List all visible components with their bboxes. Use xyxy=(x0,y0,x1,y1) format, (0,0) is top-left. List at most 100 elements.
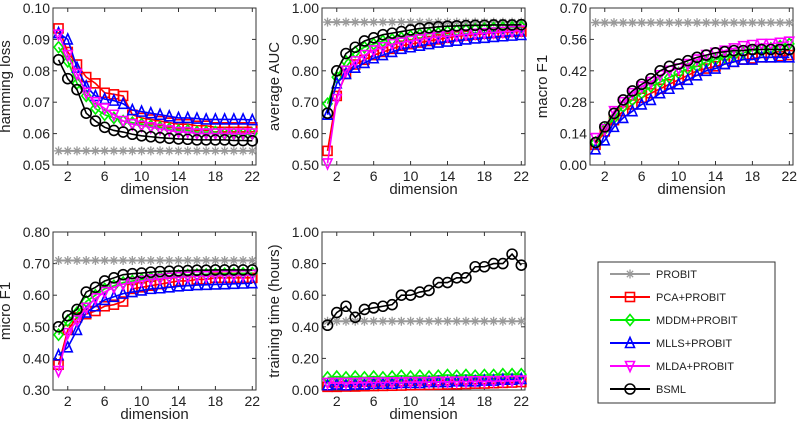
series-mlls-probit xyxy=(321,27,528,121)
data-point xyxy=(432,35,445,48)
y-tick-label: 1.00 xyxy=(292,0,319,16)
data-point xyxy=(200,112,212,125)
x-tick-label: 2 xyxy=(333,168,341,184)
data-point xyxy=(700,63,713,77)
data-point xyxy=(395,369,407,383)
series-mlls-probit xyxy=(52,275,259,361)
data-point xyxy=(497,375,509,389)
data-point xyxy=(728,43,740,56)
data-point xyxy=(396,316,406,326)
data-point xyxy=(220,255,230,265)
series-bsml xyxy=(321,18,528,119)
data-point xyxy=(135,283,148,296)
y-tick-label: 0.60 xyxy=(292,126,319,142)
data-point xyxy=(497,257,509,270)
data-point xyxy=(683,18,693,28)
data-point xyxy=(506,25,518,39)
subplot-average-auc: 0.50 0.60 0.70 0.80 0.90 1.00 2 6 10 14 18 22 dimens… xyxy=(266,0,529,198)
data-point xyxy=(414,38,426,51)
data-point xyxy=(154,273,166,287)
data-point xyxy=(783,43,796,56)
data-point xyxy=(154,123,166,137)
data-point xyxy=(332,17,342,27)
y-tick-label: 0.80 xyxy=(292,63,319,79)
data-point xyxy=(506,375,518,389)
data-point xyxy=(246,264,259,276)
data-point xyxy=(589,141,602,155)
data-point xyxy=(54,255,64,265)
data-point xyxy=(386,377,398,390)
data-point xyxy=(80,107,93,119)
data-point xyxy=(340,66,352,80)
data-point xyxy=(100,255,110,265)
data-point xyxy=(228,270,240,284)
data-point xyxy=(61,72,74,85)
data-point xyxy=(154,107,166,121)
x-tick-label: 18 xyxy=(208,393,224,409)
data-point xyxy=(737,52,749,65)
data-point xyxy=(488,21,500,35)
x-tick-label: 6 xyxy=(101,168,109,184)
series-bsml xyxy=(52,264,259,333)
data-point xyxy=(738,18,748,28)
data-point xyxy=(90,146,100,156)
data-point xyxy=(441,34,454,47)
data-point xyxy=(746,52,759,65)
y-tick-label: 0.08 xyxy=(23,63,50,79)
data-point xyxy=(52,347,65,361)
data-point xyxy=(109,146,119,156)
data-point xyxy=(117,286,129,299)
data-point xyxy=(654,85,666,99)
x-tick-label: 22 xyxy=(514,393,530,409)
x-tick-label: 22 xyxy=(245,168,261,184)
data-point xyxy=(395,37,408,50)
x-tick-label: 6 xyxy=(370,393,378,409)
series-probit xyxy=(591,18,794,28)
x-axis-label: dimension xyxy=(120,181,188,198)
data-point xyxy=(163,272,176,286)
y-tick-label: 0.28 xyxy=(560,94,587,110)
x-tick-label: 6 xyxy=(638,168,646,184)
y-tick-label: 0.30 xyxy=(23,382,50,398)
data-point xyxy=(350,17,360,27)
series-probit xyxy=(54,146,257,156)
data-point xyxy=(718,56,731,70)
y-tick-label: 0.00 xyxy=(292,382,319,398)
data-point xyxy=(238,255,248,265)
data-point xyxy=(349,311,362,324)
data-point xyxy=(109,255,119,265)
legend-entry: MDDM+PROBIT xyxy=(610,313,738,327)
data-point xyxy=(645,72,657,85)
data-point xyxy=(478,376,491,389)
data-point xyxy=(600,18,610,28)
data-point xyxy=(414,34,426,47)
data-point xyxy=(646,18,656,28)
data-point xyxy=(210,255,220,265)
data-point xyxy=(155,255,165,265)
legend-label: PCA+PROBIT xyxy=(656,292,726,304)
legend-marker-diamond-icon xyxy=(624,313,636,327)
data-point xyxy=(470,17,480,27)
data-point xyxy=(506,28,518,41)
legend-label: MLLS+PROBIT xyxy=(656,338,732,350)
data-point xyxy=(54,146,64,156)
data-point xyxy=(98,286,111,300)
data-point xyxy=(321,158,334,171)
series-probit xyxy=(54,255,257,265)
data-point xyxy=(247,255,257,265)
data-point xyxy=(218,112,231,125)
x-tick-label: 10 xyxy=(403,393,419,409)
data-point xyxy=(181,126,194,140)
y-tick-label: 0.50 xyxy=(23,319,50,335)
data-point xyxy=(331,93,343,107)
data-point xyxy=(452,316,462,326)
data-point xyxy=(61,309,74,322)
data-point xyxy=(470,316,480,326)
data-point xyxy=(626,85,639,97)
data-point xyxy=(461,316,471,326)
data-point xyxy=(386,298,398,311)
x-tick-label: 6 xyxy=(370,168,378,184)
data-point xyxy=(321,107,334,121)
series-mlda-probit xyxy=(321,375,528,391)
data-point xyxy=(228,276,240,290)
